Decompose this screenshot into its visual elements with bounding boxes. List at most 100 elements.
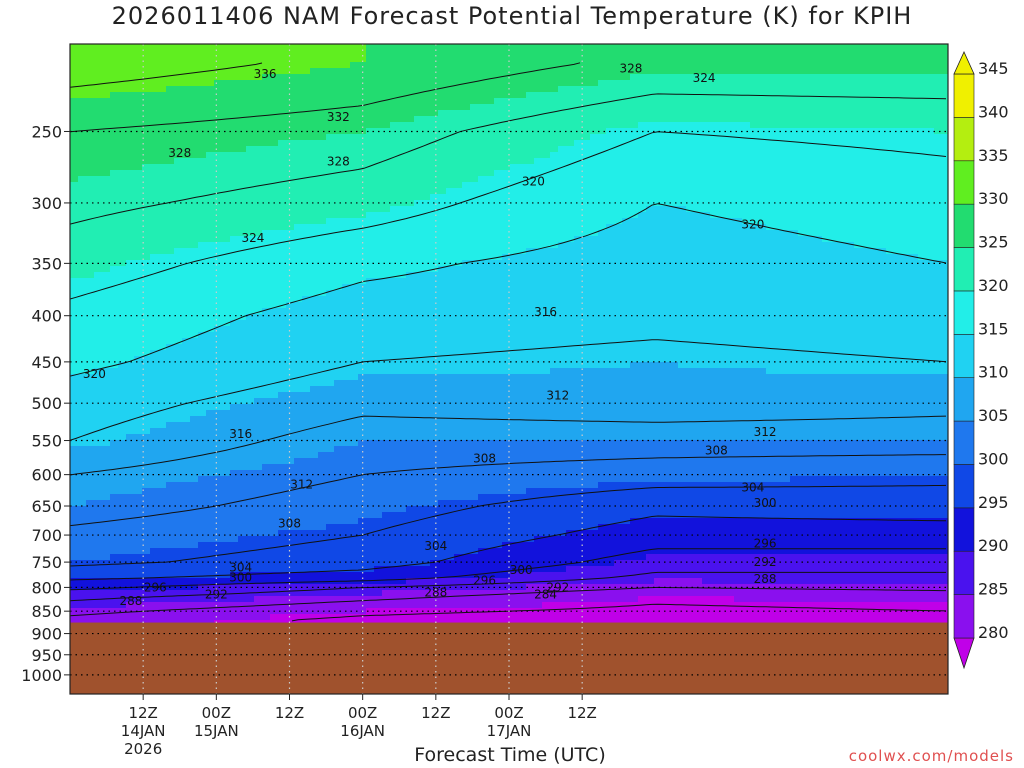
heatmap-cell [206, 158, 215, 165]
heatmap-cell [214, 128, 223, 135]
heatmap-cell [422, 176, 431, 183]
heatmap-cell [406, 92, 415, 99]
heatmap-cell [278, 308, 287, 315]
heatmap-cell [382, 104, 391, 111]
heatmap-cell [406, 128, 415, 135]
heatmap-cell [158, 242, 167, 249]
heatmap-cell [398, 242, 407, 249]
heatmap-cell [310, 56, 319, 63]
heatmap-cell [766, 56, 775, 63]
heatmap-cell [774, 230, 783, 237]
heatmap-cell [846, 272, 855, 279]
heatmap-cell [174, 62, 183, 69]
heatmap-cell [718, 44, 727, 51]
heatmap-cell [366, 206, 375, 213]
heatmap-cell [918, 134, 927, 141]
heatmap-cell [942, 116, 948, 123]
heatmap-cell [246, 44, 255, 51]
heatmap-cell [142, 236, 151, 243]
heatmap-cell [550, 230, 559, 237]
heatmap-cell [606, 86, 615, 93]
heatmap-cell [486, 140, 495, 147]
heatmap-cell [862, 74, 871, 81]
heatmap-cell [902, 212, 911, 219]
heatmap-cell [366, 284, 375, 291]
heatmap-cell [510, 224, 519, 231]
heatmap-cell [830, 200, 839, 207]
heatmap-cell [598, 92, 607, 99]
heatmap-cell [854, 164, 863, 171]
heatmap-cell [758, 110, 767, 117]
heatmap-cell [118, 140, 127, 147]
heatmap-cell [926, 74, 935, 81]
heatmap-cell [670, 260, 679, 267]
heatmap-cell [574, 224, 583, 231]
heatmap-cell [198, 50, 207, 57]
heatmap-cell [894, 92, 903, 99]
heatmap-cell [614, 206, 623, 213]
heatmap-cell [614, 74, 623, 81]
heatmap-cell [318, 62, 327, 69]
heatmap-cell [526, 200, 535, 207]
heatmap-cell [822, 194, 831, 201]
heatmap-cell [150, 242, 159, 249]
heatmap-cell [678, 56, 687, 63]
heatmap-cell [462, 140, 471, 147]
heatmap-cell [630, 230, 639, 237]
heatmap-cell [182, 68, 191, 75]
heatmap-cell [942, 146, 948, 153]
heatmap-cell [934, 254, 943, 261]
heatmap-cell [366, 134, 375, 141]
heatmap-cell [862, 110, 871, 117]
heatmap-cell [390, 254, 399, 261]
heatmap-cell [734, 110, 743, 117]
heatmap-cell [534, 212, 543, 219]
heatmap-cell [838, 290, 847, 297]
heatmap-cell [86, 98, 95, 105]
heatmap-cell [814, 98, 823, 105]
heatmap-cell [926, 260, 935, 267]
heatmap-cell [630, 50, 639, 57]
heatmap-cell [286, 140, 295, 147]
heatmap-cell [510, 230, 519, 237]
heatmap-cell [318, 188, 327, 195]
heatmap-cell [246, 212, 255, 219]
heatmap-cell [646, 110, 655, 117]
heatmap-cell [126, 314, 135, 321]
heatmap-cell [614, 290, 623, 297]
heatmap-cell [726, 254, 735, 261]
heatmap-cell [526, 224, 535, 231]
heatmap-cell [662, 98, 671, 105]
heatmap-cell [862, 104, 871, 111]
heatmap-cell [702, 134, 711, 141]
heatmap-cell [198, 158, 207, 165]
heatmap-cell [902, 182, 911, 189]
heatmap-cell [902, 140, 911, 147]
heatmap-cell [462, 308, 471, 315]
heatmap-cell [102, 86, 111, 93]
heatmap-cell [222, 302, 231, 309]
heatmap-cell [118, 236, 127, 243]
heatmap-cell [734, 182, 743, 189]
heatmap-cell [190, 170, 199, 177]
heatmap-cell [646, 104, 655, 111]
heatmap-cell [462, 158, 471, 165]
heatmap-cell [118, 92, 127, 99]
heatmap-cell [646, 254, 655, 261]
heatmap-cell [934, 218, 943, 225]
heatmap-cell [86, 182, 95, 189]
heatmap-cell [798, 116, 807, 123]
heatmap-cell [590, 164, 599, 171]
heatmap-cell [254, 98, 263, 105]
heatmap-cell [806, 80, 815, 87]
heatmap-cell [710, 182, 719, 189]
heatmap-cell [198, 194, 207, 201]
heatmap-cell [878, 68, 887, 75]
heatmap-cell [790, 248, 799, 255]
heatmap-cell [142, 248, 151, 255]
heatmap-cell [406, 176, 415, 183]
heatmap-cell [366, 62, 375, 69]
heatmap-cell [798, 98, 807, 105]
heatmap-cell [174, 128, 183, 135]
heatmap-cell [606, 266, 615, 273]
